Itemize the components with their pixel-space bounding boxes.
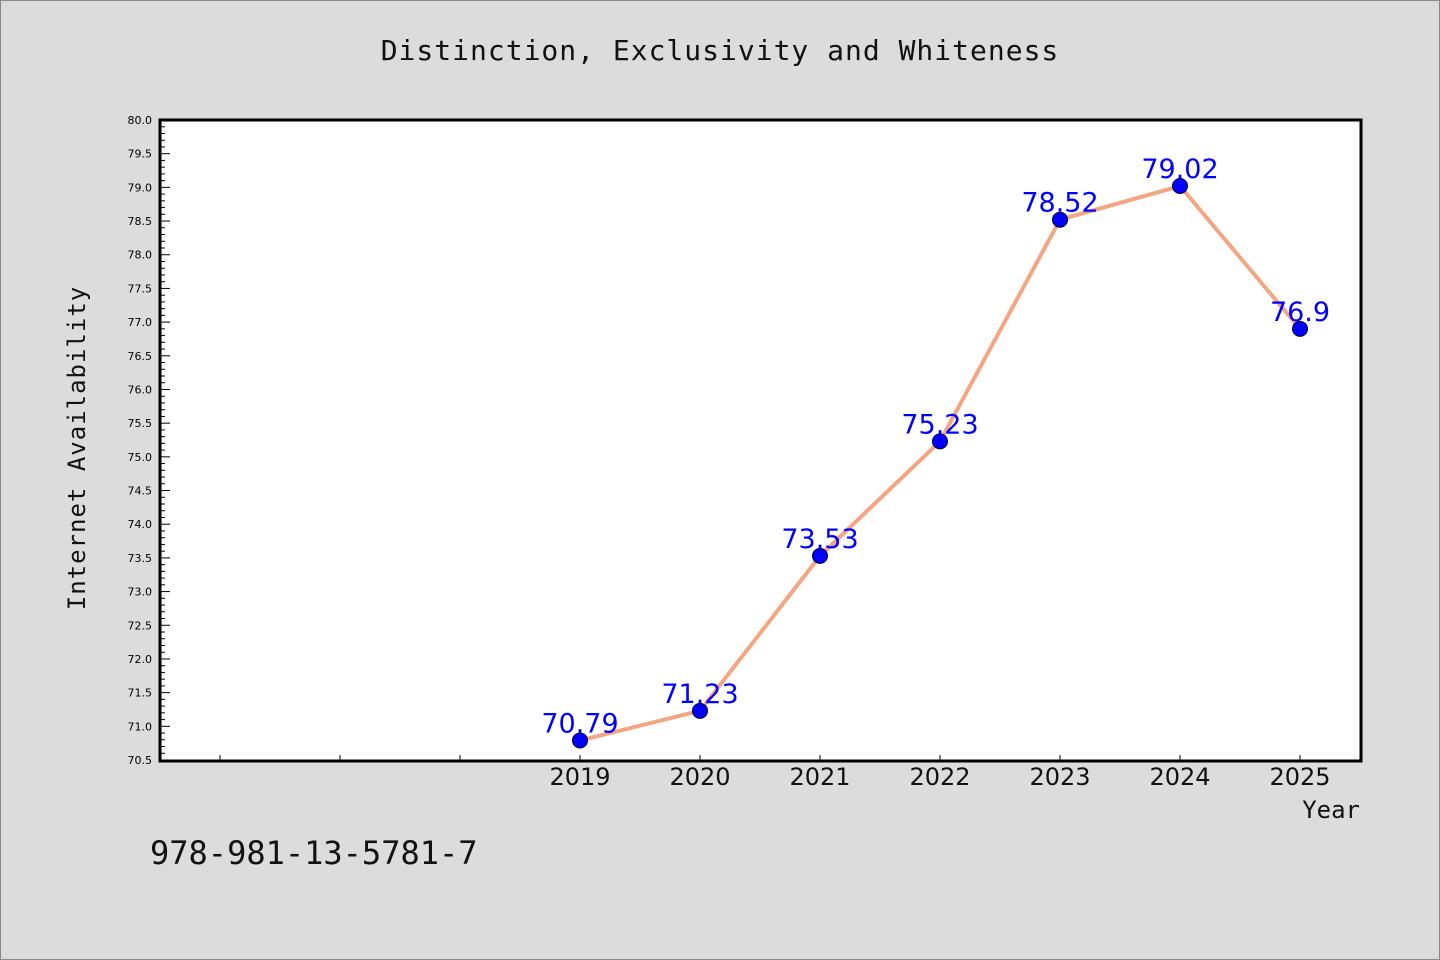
y-tick-label: 76.5 (128, 350, 153, 363)
y-tick-label: 75.5 (128, 417, 153, 430)
data-point (692, 702, 708, 719)
data-point (1292, 320, 1308, 337)
y-tick-label: 71.5 (128, 687, 153, 700)
y-tick-label: 75.0 (128, 451, 153, 464)
data-point (932, 433, 948, 450)
y-tick-label: 72.5 (128, 619, 153, 632)
x-tick-label: 2025 (1269, 763, 1330, 791)
chart-title: Distinction, Exclusivity and Whiteness (380, 34, 1060, 67)
x-axis-label: Year (1302, 796, 1360, 824)
data-label-group: 70.79 71.23 73.53 75.23 78.52 79.02 76.9 (541, 154, 1330, 739)
y-tick-label: 76.0 (128, 383, 153, 396)
data-label: 70.79 (541, 708, 618, 739)
y-tick-label: 70.5 (128, 754, 153, 767)
data-label: 75.23 (901, 409, 978, 440)
y-tick-label: 77.5 (128, 282, 153, 295)
x-tick-label: 2019 (549, 763, 610, 791)
x-tick-label: 2022 (909, 763, 970, 791)
isbn-text: 978-981-13-5781-7 (150, 834, 478, 872)
y-tick-label: 73.5 (128, 552, 153, 565)
y-tick-label: 74.5 (128, 485, 153, 498)
data-point (812, 547, 828, 564)
data-label: 71.23 (661, 679, 738, 710)
x-tick-label: 2020 (669, 763, 730, 791)
x-tick-label: 2024 (1149, 763, 1210, 791)
data-label: 79.02 (1141, 154, 1218, 185)
x-tick-label: 2021 (789, 763, 850, 791)
marker-group (572, 178, 1308, 749)
y-axis: 70.5 71.0 71.5 72.0 72.5 73.0 73.5 74.0 74.5 75.0… (128, 114, 170, 767)
y-tick-label: 80.0 (128, 114, 153, 127)
y-tick-label: 78.0 (128, 249, 153, 262)
y-tick-label: 71.0 (128, 720, 153, 733)
plot-area (158, 118, 1363, 763)
y-tick-label: 72.0 (128, 653, 153, 666)
data-label: 73.53 (781, 524, 858, 555)
y-tick-label: 74.0 (128, 518, 153, 531)
data-point (572, 732, 588, 749)
y-tick-label: 77.0 (128, 316, 153, 329)
data-point (1052, 211, 1068, 228)
y-tick-label: 78.5 (128, 215, 153, 228)
x-tick-label: 2023 (1029, 763, 1090, 791)
y-tick-label: 73.0 (128, 586, 153, 599)
y-tick-label: 79.0 (128, 181, 153, 194)
data-point (1172, 178, 1188, 195)
x-axis: 2019 2020 2021 2022 2023 2024 2025 (219, 755, 1331, 791)
data-label: 76.9 (1270, 297, 1330, 328)
y-tick-label: 79.5 (128, 148, 153, 161)
y-axis-label: Internet Availability (63, 285, 91, 611)
data-label: 78.52 (1021, 188, 1098, 219)
